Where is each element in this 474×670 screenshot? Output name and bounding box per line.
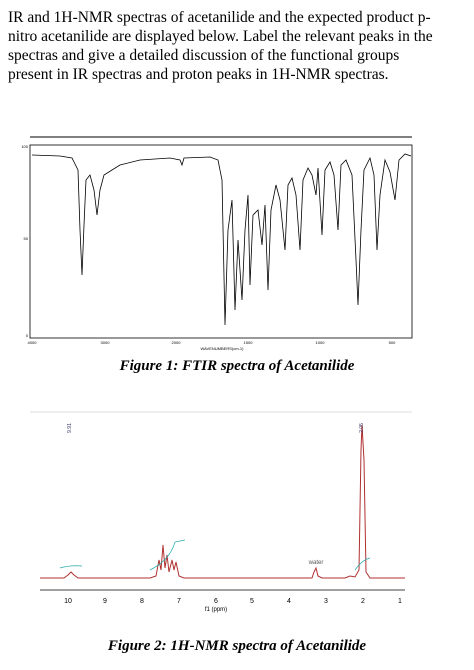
x-tick-label: 4 (287, 598, 291, 605)
integral-curve (149, 539, 186, 571)
peak-annotation: water (308, 560, 324, 566)
text-line: present in IR spectras and proton peaks … (8, 66, 389, 83)
text-line: spectras and give a detailed discussion … (8, 47, 400, 64)
x-tick-label: 10 (64, 598, 72, 605)
figure-caption: Figure 2: 1H-NMR spectra of Acetanilide (107, 638, 367, 654)
x-tick-label: 7 (177, 598, 181, 605)
y-tick-label: 50 (24, 236, 29, 241)
x-tick-label: 2000 (172, 340, 182, 345)
x-tick-label: 1 (398, 598, 402, 605)
x-tick-label: 500 (389, 340, 396, 345)
x-tick-label: 1500 (244, 340, 254, 345)
x-ticks: 10 9 8 7 6 5 4 3 2 1 (64, 598, 402, 605)
integral-curve (59, 565, 83, 569)
x-tick-label: 2 (361, 598, 365, 605)
x-axis-title: f1 (ppm) (205, 607, 227, 613)
x-tick-label: 5 (250, 598, 254, 605)
peak-label: 2.05 (359, 423, 365, 433)
x-axis-title: WAVENUMBERS(cm-1) (201, 346, 245, 351)
x-tick-label: 9 (103, 598, 107, 605)
x-tick-label: 3 (324, 598, 328, 605)
question-text: IR and 1H-NMR spectras of acetanilide an… (8, 8, 470, 84)
ftir-figure: 100 50 0 4000 3000 2000 1500 1000 500 WA… (21, 136, 413, 351)
x-tick-label: 4000 (28, 340, 38, 345)
text-line: IR and 1H-NMR spectras of acetanilide an… (8, 9, 431, 26)
x-tick-label: 6 (214, 598, 218, 605)
y-tick-label: 0 (26, 333, 29, 338)
text-line: nitro acetanilide are displayed below. L… (8, 28, 433, 45)
y-tick-label: 100 (21, 144, 28, 149)
plot-frame (29, 144, 413, 339)
figure-caption: Figure 1: FTIR spectra of Acetanilide (119, 358, 355, 374)
x-tick-label: 1000 (316, 340, 326, 345)
nmr-spectrum (40, 424, 405, 579)
x-tick-label: 8 (140, 598, 144, 605)
peak-label: 9.91 (67, 423, 73, 433)
ftir-spectrum (31, 153, 412, 326)
nmr-figure: 9.91 2.05 water 10 9 8 7 6 5 4 3 2 1 f1 … (30, 411, 412, 613)
x-tick-label: 3000 (101, 340, 111, 345)
integral-curve (354, 557, 371, 571)
